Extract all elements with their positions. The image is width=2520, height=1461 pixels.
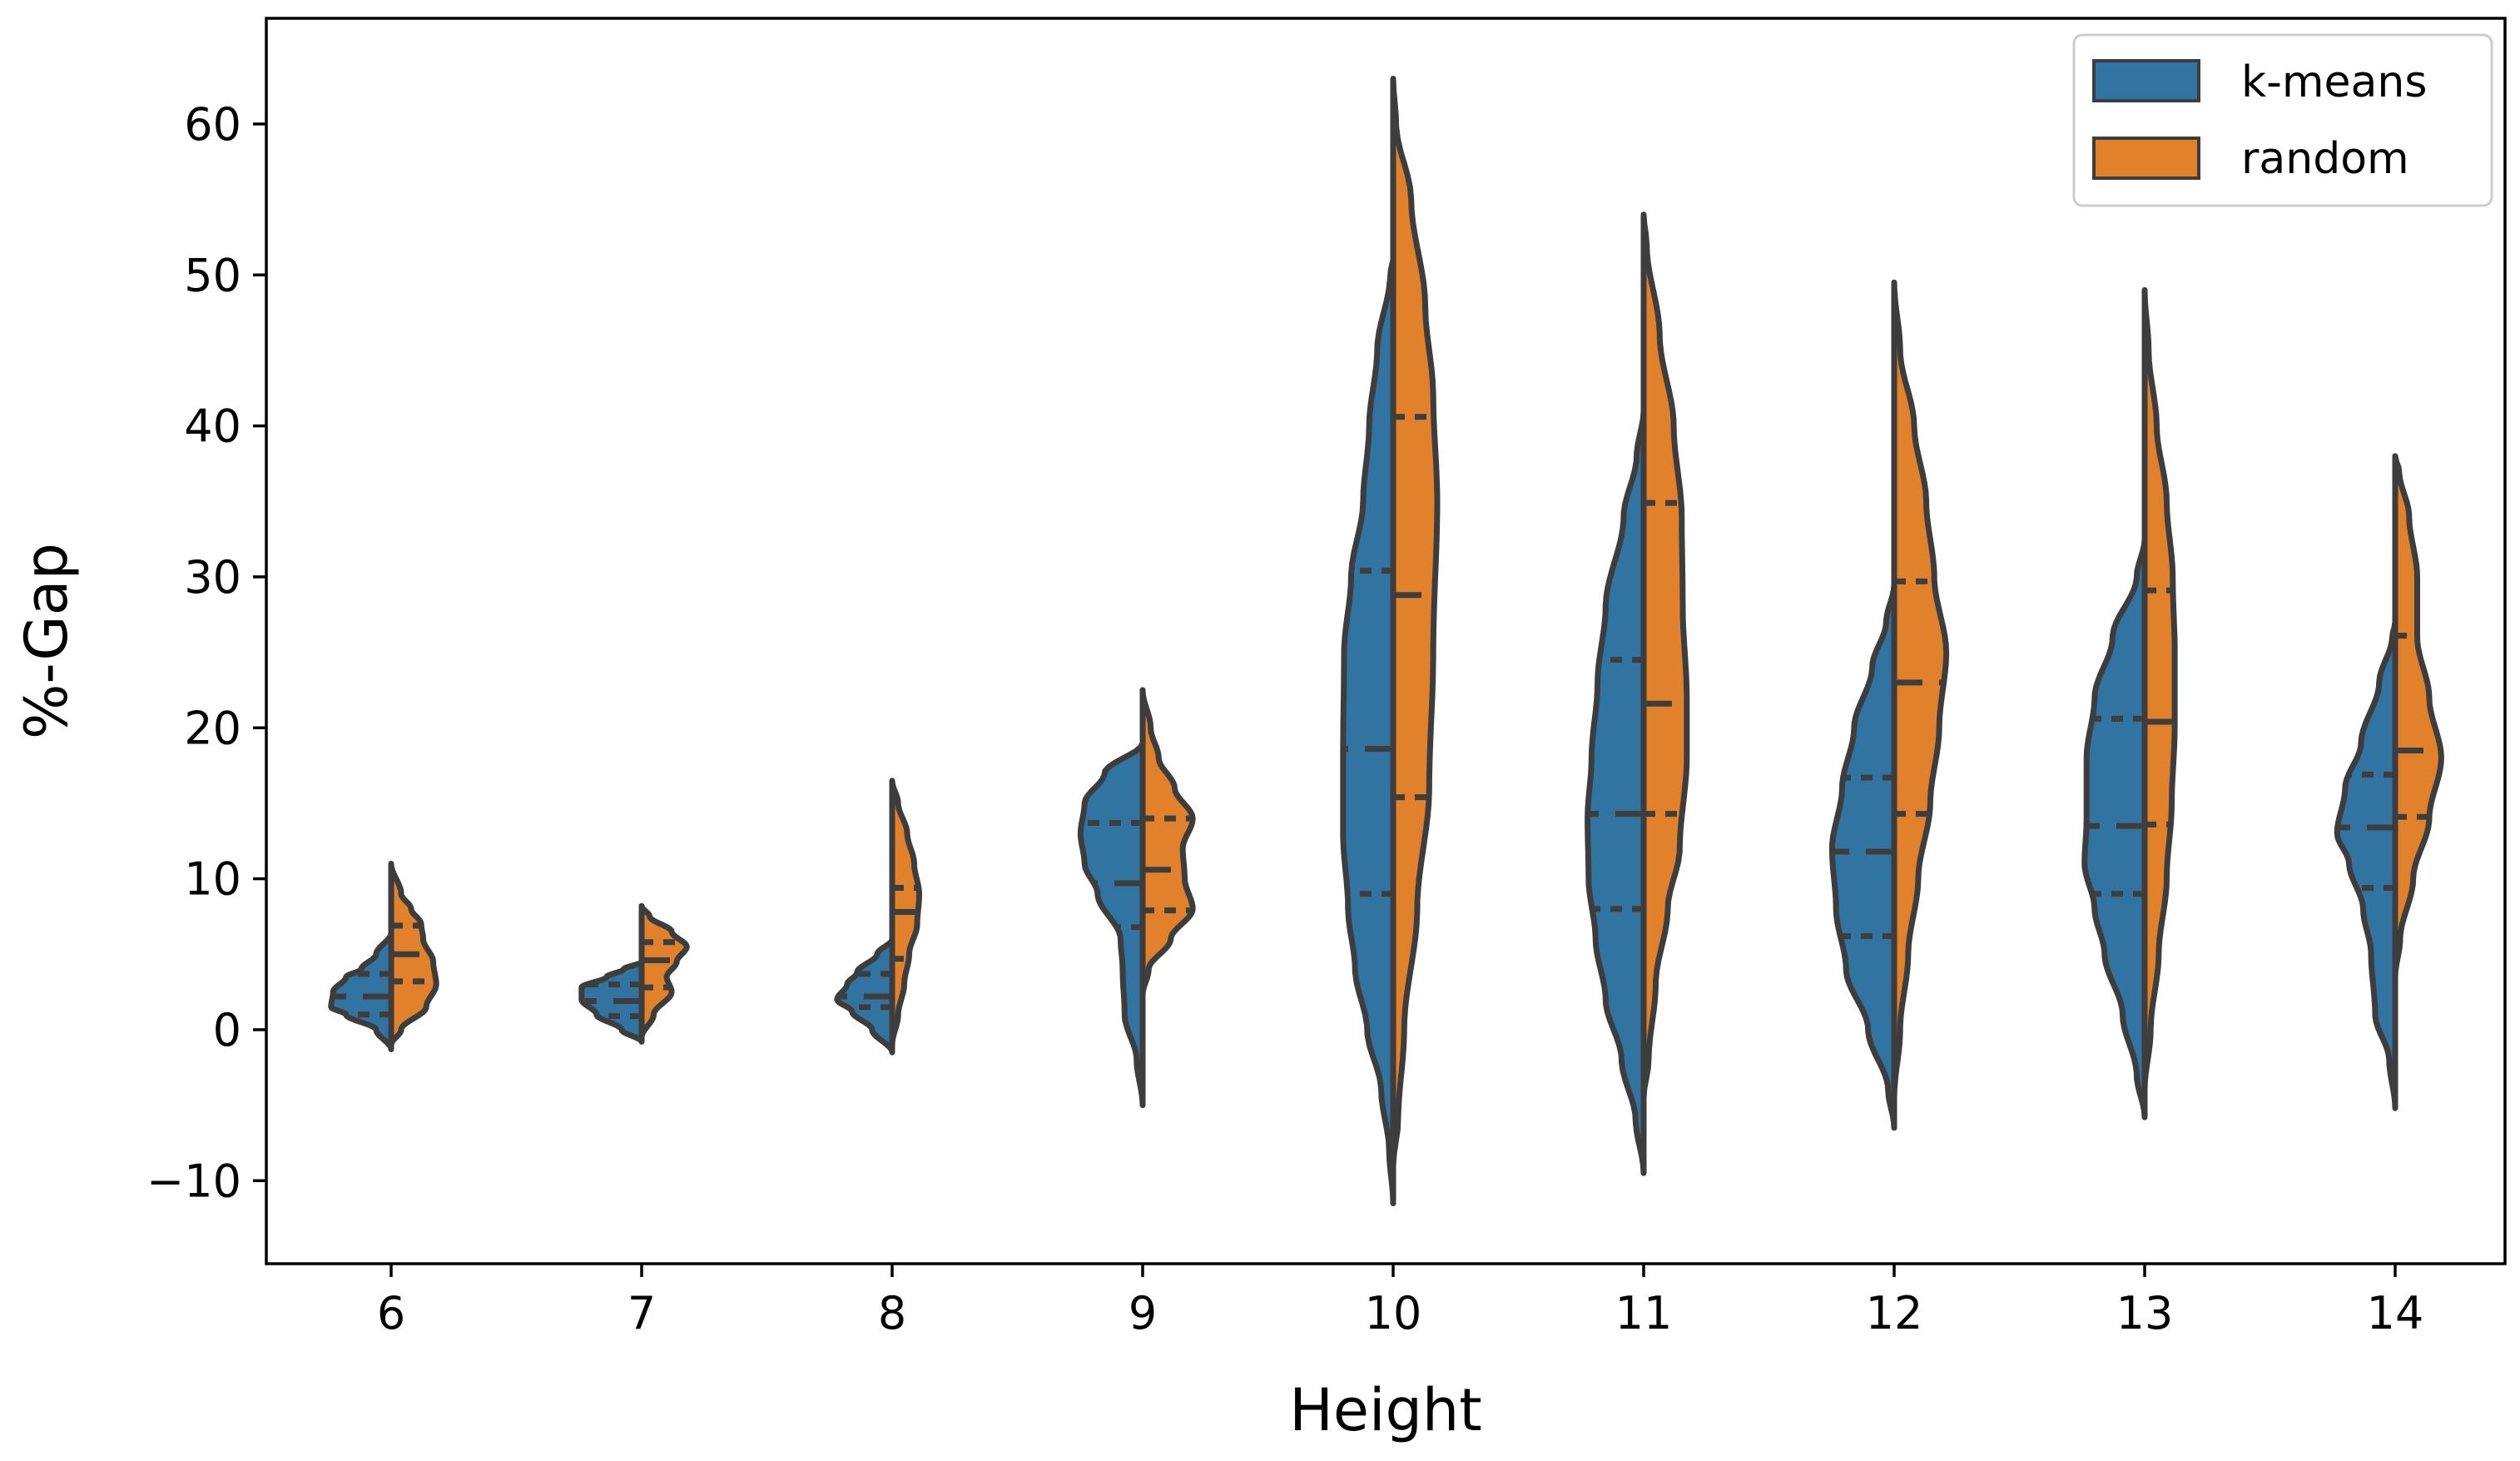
legend-label-random: random (2241, 134, 2409, 184)
violin-k-means-11 (1585, 408, 1647, 1176)
legend-swatch-k-means (2092, 59, 2200, 102)
y-tick-label: 60 (184, 98, 241, 151)
x-tick-label: 14 (2367, 1287, 2424, 1339)
violin-random-9 (1139, 687, 1196, 998)
x-tick-label: 7 (628, 1287, 656, 1339)
plot-frame (265, 17, 2507, 1265)
legend-label-k-means: k-means (2241, 57, 2427, 107)
x-tick-label: 8 (878, 1287, 906, 1339)
x-tick-label: 11 (1615, 1287, 1673, 1339)
x-tick-label: 9 (1129, 1287, 1157, 1339)
y-tick-label: 50 (184, 249, 241, 301)
legend-swatch-random (2092, 137, 2200, 180)
violin-layer (328, 76, 2444, 1206)
violin-random-7 (638, 902, 690, 1041)
y-axis: −10 0 10 20 30 40 50 60 (146, 98, 266, 1207)
legend: k-means random (2072, 33, 2493, 207)
y-tick-label: 40 (184, 400, 241, 453)
violin-random-13 (2141, 286, 2178, 1093)
y-tick-label: 10 (184, 853, 241, 906)
violin-random-11 (1640, 211, 1690, 1101)
violin-k-means-10 (1340, 256, 1396, 1206)
x-axis-label: Height (1289, 1376, 1481, 1444)
x-tick-label: 12 (1866, 1287, 1923, 1339)
x-tick-label: 13 (2116, 1287, 2174, 1339)
y-tick-label: 20 (184, 702, 241, 754)
violin-k-means-6 (328, 930, 394, 1052)
y-axis-label: %-Gap (12, 543, 81, 739)
y-tick-label: 0 (213, 1004, 241, 1056)
violin-random-14 (2392, 453, 2444, 980)
quartile-lines-layer (332, 78, 2441, 1204)
y-tick-label: 30 (184, 551, 241, 604)
x-tick-label: 6 (377, 1287, 405, 1339)
y-tick-label: −10 (146, 1155, 241, 1207)
violin-random-10 (1390, 76, 1441, 1169)
violin-k-means-9 (1077, 739, 1146, 1109)
violin-k-means-14 (2334, 619, 2398, 1111)
x-axis: 6 7 8 9 10 11 12 13 14 (377, 1264, 2424, 1339)
violin-random-12 (1891, 279, 1950, 1101)
x-tick-label: 10 (1365, 1287, 1422, 1339)
